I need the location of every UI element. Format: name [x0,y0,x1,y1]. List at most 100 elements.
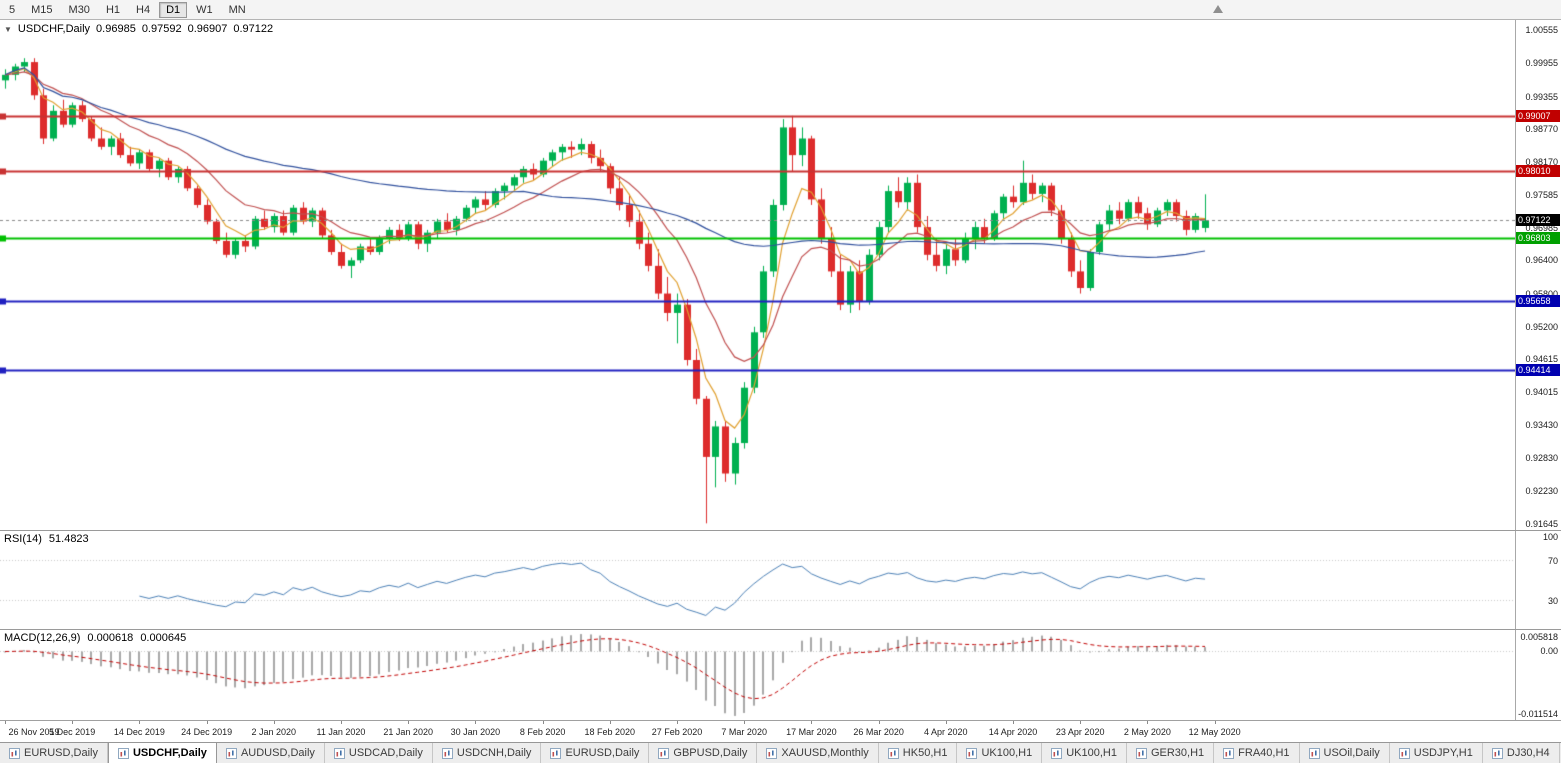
chart-icon [117,747,129,759]
main-chart-plot[interactable]: ▼ USDCHF,Daily 0.96985 0.97592 0.96907 0… [0,20,1515,530]
date-axis-tick [5,721,6,724]
chart-tab-bar: EURUSD,Daily USDCHF,Daily AUDUSD,Daily USDC… [0,742,1561,763]
chart-tab-usoil[interactable]: USOil,Daily [1300,743,1390,763]
chart-icon [1223,747,1235,759]
date-axis-label: 2 May 2020 [1123,727,1171,737]
one-click-trading-arrow-icon[interactable]: ▼ [4,24,12,34]
date-axis-tick [610,721,611,724]
rsi-canvas[interactable] [0,531,1515,629]
date-axis-label: 5 Dec 2019 [49,727,96,737]
date-axis-tick [1215,721,1216,724]
price-axis[interactable]: 1.00555 0.99955 0.99355 0.98770 0.98170 0.975… [1515,20,1560,530]
date-axis-tick [475,721,476,724]
chart-icon [225,747,237,759]
main-chart-canvas[interactable] [0,20,1515,530]
timeframe-button-h4[interactable]: H4 [136,3,151,16]
chart-tab-fra40[interactable]: FRA40,H1 [1214,743,1300,763]
price-axis-tick: 0.91645 [1525,518,1558,529]
macd-name: MACD(12,26,9) [4,632,81,644]
chart-tab-usdcnh[interactable]: USDCNH,Daily [433,743,542,763]
panel-splitter[interactable] [0,530,1561,531]
chart-symbol: USDCHF,Daily [17,23,91,35]
timeframe-button-h1[interactable]: H1 [105,3,120,16]
price-level-marker: 0.96803 [1516,232,1560,244]
chart-tab-uk100[interactable]: UK100,H1 [957,743,1043,763]
timeframe-button-d1[interactable]: D1 [159,1,188,18]
tab-label: FRA40,H1 [1238,747,1290,759]
date-axis-label: 26 Nov 2019 [8,727,60,737]
date-axis-label: 30 Jan 2020 [450,727,501,737]
date-axis-label: 18 Feb 2020 [584,727,636,737]
price-axis-tick: 1.00555 [1525,25,1558,36]
chart-icon [658,747,670,759]
price-level-marker: 0.95658 [1516,295,1560,308]
date-axis-label: 23 Apr 2020 [1055,727,1105,737]
date-axis[interactable]: 26 Nov 2019 5 Dec 2019 14 Dec 2019 24 Dec 2… [0,720,1561,742]
price-level-marker: 0.98010 [1516,165,1560,178]
macd-axis[interactable]: 0.005818 0.00 -0.011514 [1515,630,1560,720]
rsi-plot[interactable]: RSI(14) 51.4823 [0,531,1515,629]
date-axis-label: 24 Dec 2019 [181,727,233,737]
date-axis-label: 12 May 2020 [1188,727,1241,737]
chart-tab-usdcad[interactable]: USDCAD,Daily [325,743,433,763]
timeframe-button-mn[interactable]: MN [228,3,246,16]
chart-icon [1308,747,1320,759]
date-axis-tick [1080,721,1081,724]
date-axis-label: 17 Mar 2020 [786,727,837,737]
chart-tab-eurusd[interactable]: EURUSD,Daily [0,743,108,763]
tab-label: USOil,Daily [1323,747,1380,759]
timeframe-button-5[interactable]: 5 [9,3,16,16]
timeframe-button-m30[interactable]: M30 [68,3,90,16]
chart-tab-uk100[interactable]: UK100,H1 [1042,743,1127,763]
rsi-axis[interactable]: 100 70 30 [1515,531,1560,629]
chart-tab-usdchf[interactable]: USDCHF,Daily [107,743,217,763]
timeframe-button-w1[interactable]: W1 [196,3,213,16]
macd-plot[interactable]: MACD(12,26,9) 0.000618 0.000645 [0,630,1515,720]
date-axis-label: 11 Jan 2020 [316,727,366,737]
timeframe-button-m15[interactable]: M15 [31,3,53,16]
chart-tab-gbpusd[interactable]: GBPUSD,Daily [649,743,758,763]
chart-icon [1051,747,1063,759]
chart-tab-xauusd[interactable]: XAUUSD,Monthly [757,743,879,763]
tab-label: EURUSD,Daily [24,747,98,759]
close-value: 0.97122 [233,23,274,35]
price-level-marker: 0.94414 [1516,364,1560,377]
rsi-axis-label: 70 [1547,556,1558,567]
date-axis-label: 14 Dec 2019 [113,727,165,737]
tab-label: GER30,H1 [1150,747,1205,759]
chart-icon [550,747,562,759]
chart-icon [441,747,453,759]
date-axis-tick [744,721,745,724]
tab-label: UK100,H1 [1066,747,1117,759]
chart-tab-audusd[interactable]: AUDUSD,Daily [217,743,325,763]
macd-canvas[interactable] [0,630,1515,720]
date-axis-tick [879,721,880,724]
chart-icon [887,747,899,759]
panel-splitter[interactable] [0,629,1561,630]
date-axis-label: 26 Mar 2020 [853,727,904,737]
date-axis-tick [1147,721,1148,724]
macd-main-value: 0.000618 [87,632,134,644]
date-axis-tick [1013,721,1014,724]
tab-label: XAUUSD,Monthly [781,747,869,759]
chart-icon [766,747,778,759]
tab-label: USDCNH,Daily [456,747,532,759]
rsi-axis-label: 30 [1547,595,1558,606]
chart-tab-usdjpy[interactable]: USDJPY,H1 [1390,743,1483,763]
tab-label: UK100,H1 [981,747,1033,759]
main-chart-panel: ▼ USDCHF,Daily 0.96985 0.97592 0.96907 0… [0,20,1561,530]
chart-icon [1491,747,1503,759]
high-value: 0.97592 [141,23,182,35]
price-axis-tick: 0.94015 [1525,387,1558,398]
rsi-header: RSI(14) 51.4823 [4,533,89,545]
price-axis-tick: 0.98770 [1525,124,1558,135]
chart-tab-ger30[interactable]: GER30,H1 [1127,743,1215,763]
chart-tab-dj30[interactable]: DJ30,H4 [1483,743,1560,763]
macd-axis-label: 0.005818 [1520,632,1558,642]
chart-tab-hk50[interactable]: HK50,H1 [879,743,958,763]
timeframe-toolbar: 5 M15 M30 H1 H4 D1 W1 MN [0,0,1561,20]
tab-label: DJ30,H4 [1506,747,1550,759]
tab-label: EURUSD,Daily [565,747,640,759]
rsi-panel: RSI(14) 51.4823 100 70 30 [0,531,1561,629]
chart-tab-eurusd[interactable]: EURUSD,Daily [541,743,650,763]
